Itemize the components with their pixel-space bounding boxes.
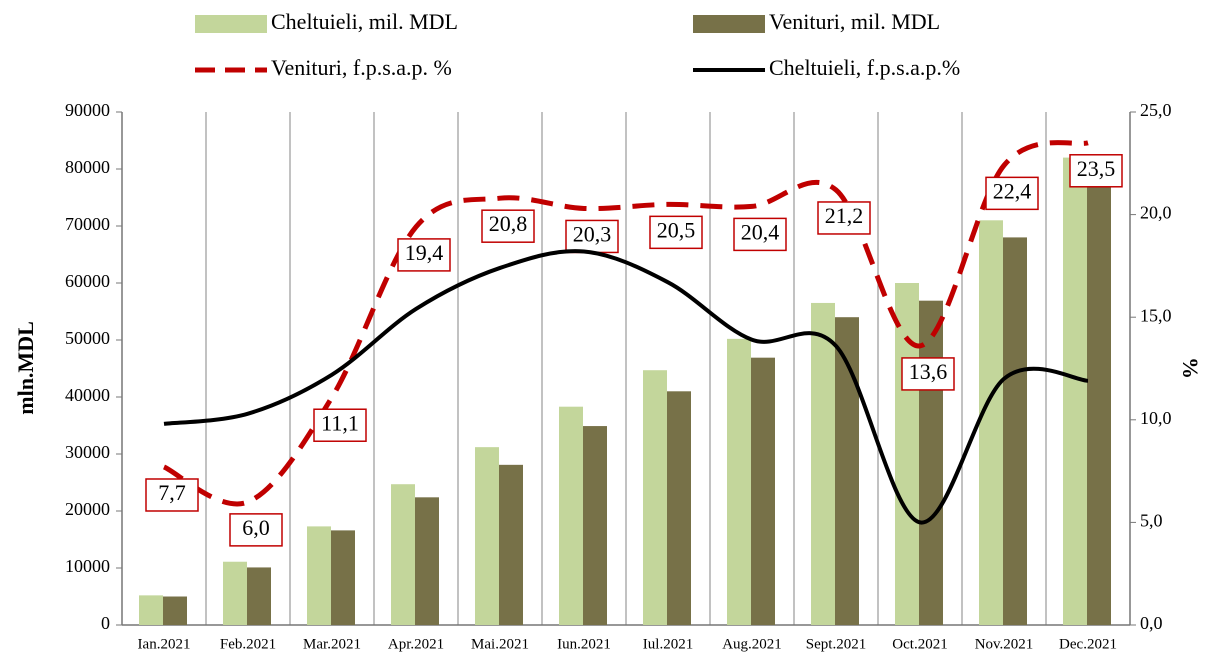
data-label-box: [985, 176, 1039, 211]
bar: [919, 300, 943, 625]
bar: [1087, 183, 1111, 625]
data-label: 23,5: [1077, 156, 1116, 181]
bar: [139, 595, 163, 625]
y-tick-label: 0: [101, 613, 110, 633]
data-label-box: [649, 215, 703, 250]
data-label: 20,4: [741, 219, 780, 244]
data-label-box: [733, 217, 787, 252]
data-label-box: [397, 238, 451, 272]
data-label-box: [229, 513, 283, 547]
y-tick-label: 70000: [65, 214, 110, 234]
line-series: [163, 249, 1089, 525]
x-tick-label: Nov.2021: [975, 636, 1034, 652]
bar: [559, 406, 583, 625]
bar: [499, 464, 523, 625]
data-label: 22,4: [993, 178, 1032, 203]
x-tick-label: Feb.2021: [220, 636, 276, 652]
x-tick-label: Sept.2021: [806, 636, 866, 652]
line-series: [162, 140, 1089, 507]
bar: [415, 497, 439, 625]
legend-label: Venituri, mil. MDL: [769, 9, 940, 34]
bar: [751, 357, 775, 625]
bar: [1003, 237, 1027, 625]
bar: [223, 561, 247, 625]
x-tick-label: Dec.2021: [1059, 636, 1117, 652]
bar: [247, 567, 271, 625]
data-label: 19,4: [405, 240, 444, 265]
y-tick-label: 40000: [65, 385, 110, 405]
y-tick-label: 60000: [65, 271, 110, 291]
x-tick-label: Apr.2021: [388, 636, 444, 652]
y-tick-label: 30000: [65, 442, 110, 462]
x-tick-label: Mai.2021: [471, 636, 529, 652]
legend-swatch: [195, 15, 267, 33]
bar: [391, 484, 415, 625]
bar: [727, 338, 751, 625]
legend-label: Venituri, f.p.s.a.p. %: [271, 55, 452, 80]
data-label-box: [481, 209, 535, 243]
x-tick-label: Ian.2021: [138, 636, 191, 652]
x-tick-label: Oct.2021: [892, 636, 947, 652]
data-label: 6,0: [242, 515, 270, 540]
data-label: 20,5: [657, 217, 696, 242]
y2-tick-label: 25,0: [1140, 100, 1172, 120]
data-label: 20,3: [573, 221, 612, 246]
y2-tick-label: 10,0: [1140, 408, 1172, 428]
y-axis-label: mln.MDL: [13, 321, 38, 415]
y-tick-label: 20000: [65, 499, 110, 519]
y2-tick-label: 20,0: [1140, 203, 1172, 223]
x-tick-label: Iul.2021: [643, 636, 693, 652]
data-label-box: [1069, 154, 1123, 188]
legend-swatch: [693, 15, 765, 33]
legend-label: Cheltuieli, mil. MDL: [271, 9, 458, 34]
data-label: 13,6: [909, 359, 948, 384]
y2-axis-label: %: [1178, 357, 1203, 379]
data-label-box: [817, 201, 871, 235]
y-tick-label: 90000: [65, 100, 110, 120]
data-label-box: [145, 478, 199, 512]
bar: [667, 391, 691, 625]
bar: [835, 317, 859, 625]
x-tick-label: Iun.2021: [557, 636, 611, 652]
bar: [643, 370, 667, 625]
bar: [331, 530, 355, 625]
legend-label: Cheltuieli, f.p.s.a.p.%: [769, 55, 960, 80]
x-tick-label: Aug.2021: [722, 636, 782, 652]
data-label: 11,1: [321, 410, 359, 435]
bar: [583, 426, 607, 625]
data-label: 21,2: [825, 203, 864, 228]
bar: [895, 283, 919, 625]
x-tick-label: Mar.2021: [303, 636, 361, 652]
y-tick-label: 80000: [65, 157, 110, 177]
y-tick-label: 10000: [65, 556, 110, 576]
bar: [1063, 157, 1087, 625]
y2-tick-label: 15,0: [1140, 305, 1172, 325]
y2-tick-label: 5,0: [1140, 511, 1163, 531]
y2-tick-label: 0,0: [1140, 613, 1163, 633]
bar: [307, 526, 331, 625]
bar: [475, 447, 499, 625]
bar: [811, 302, 835, 625]
bar: [163, 596, 187, 625]
bar: [979, 220, 1003, 626]
data-label-box: [901, 357, 955, 391]
data-label: 7,7: [158, 480, 186, 505]
y-tick-label: 50000: [65, 328, 110, 348]
data-label-box: [313, 408, 367, 442]
data-label: 20,8: [489, 211, 528, 236]
